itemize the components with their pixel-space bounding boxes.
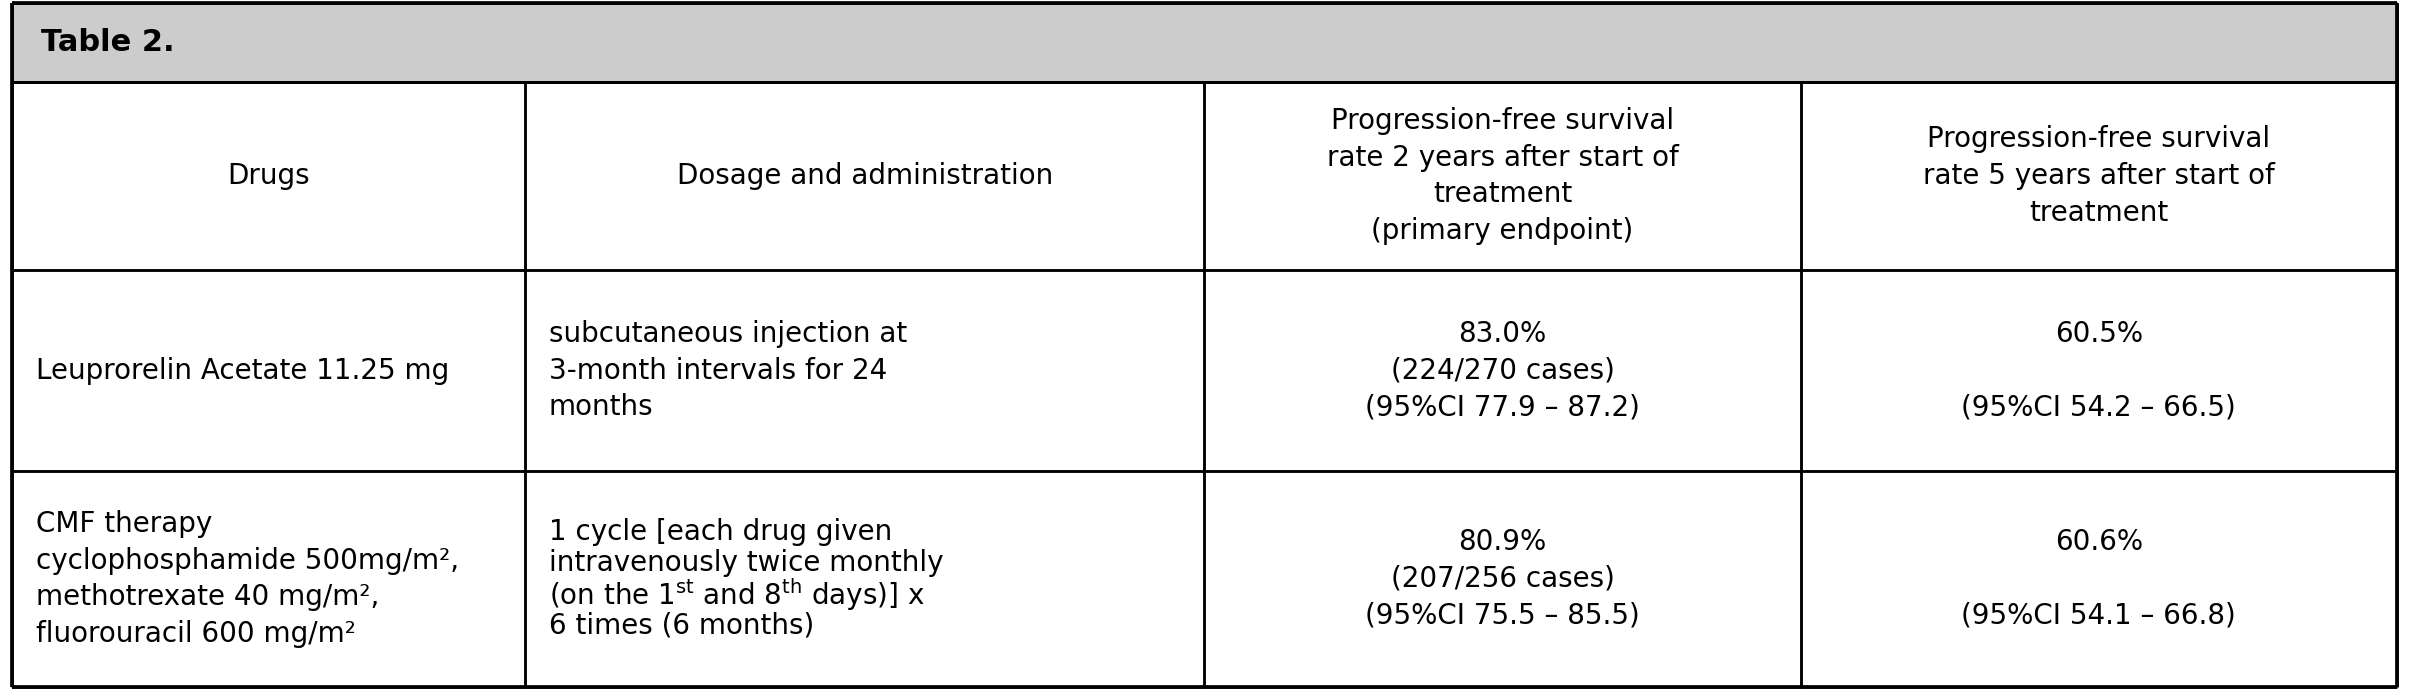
Text: Table 2.: Table 2. xyxy=(41,28,173,57)
Text: Progression-free survival
rate 5 years after start of
treatment: Progression-free survival rate 5 years a… xyxy=(1922,125,2274,227)
Bar xyxy=(12,471,525,687)
Text: 60.5%

(95%CI 54.2 – 66.5): 60.5% (95%CI 54.2 – 66.5) xyxy=(1961,320,2236,422)
Text: 80.9%
(207/256 cases)
(95%CI 75.5 – 85.5): 80.9% (207/256 cases) (95%CI 75.5 – 85.5… xyxy=(1366,528,1641,630)
Text: 1 cycle [each drug given: 1 cycle [each drug given xyxy=(549,518,891,546)
Bar xyxy=(1204,471,1800,687)
Bar xyxy=(1800,270,2397,471)
Text: (on the 1$^{\mathregular{st}}$ and 8$^{\mathregular{th}}$ days)] x: (on the 1$^{\mathregular{st}}$ and 8$^{\… xyxy=(549,576,925,613)
Text: 60.6%

(95%CI 54.1 – 66.8): 60.6% (95%CI 54.1 – 66.8) xyxy=(1961,528,2236,630)
Text: Progression-free survival
rate 2 years after start of
treatment
(primary endpoin: Progression-free survival rate 2 years a… xyxy=(1327,107,1679,245)
Bar xyxy=(525,82,1204,270)
Bar xyxy=(12,82,525,270)
Text: 6 times (6 months): 6 times (6 months) xyxy=(549,611,814,640)
Bar xyxy=(12,270,525,471)
Text: Leuprorelin Acetate 11.25 mg: Leuprorelin Acetate 11.25 mg xyxy=(36,357,450,384)
Text: subcutaneous injection at
3-month intervals for 24
months: subcutaneous injection at 3-month interv… xyxy=(549,320,908,422)
Bar xyxy=(1204,82,1800,270)
Bar xyxy=(525,471,1204,687)
Bar xyxy=(1800,82,2397,270)
Bar xyxy=(12,3,2397,82)
Text: Drugs: Drugs xyxy=(226,162,311,190)
Bar xyxy=(1800,471,2397,687)
Bar xyxy=(525,270,1204,471)
Text: Dosage and administration: Dosage and administration xyxy=(677,162,1053,190)
Text: intravenously twice monthly: intravenously twice monthly xyxy=(549,549,944,578)
Text: CMF therapy
cyclophosphamide 500mg/m²,
methotrexate 40 mg/m²,
fluorouracil 600 m: CMF therapy cyclophosphamide 500mg/m², m… xyxy=(36,510,460,648)
Bar xyxy=(1204,270,1800,471)
Text: 83.0%
(224/270 cases)
(95%CI 77.9 – 87.2): 83.0% (224/270 cases) (95%CI 77.9 – 87.2… xyxy=(1366,320,1641,422)
